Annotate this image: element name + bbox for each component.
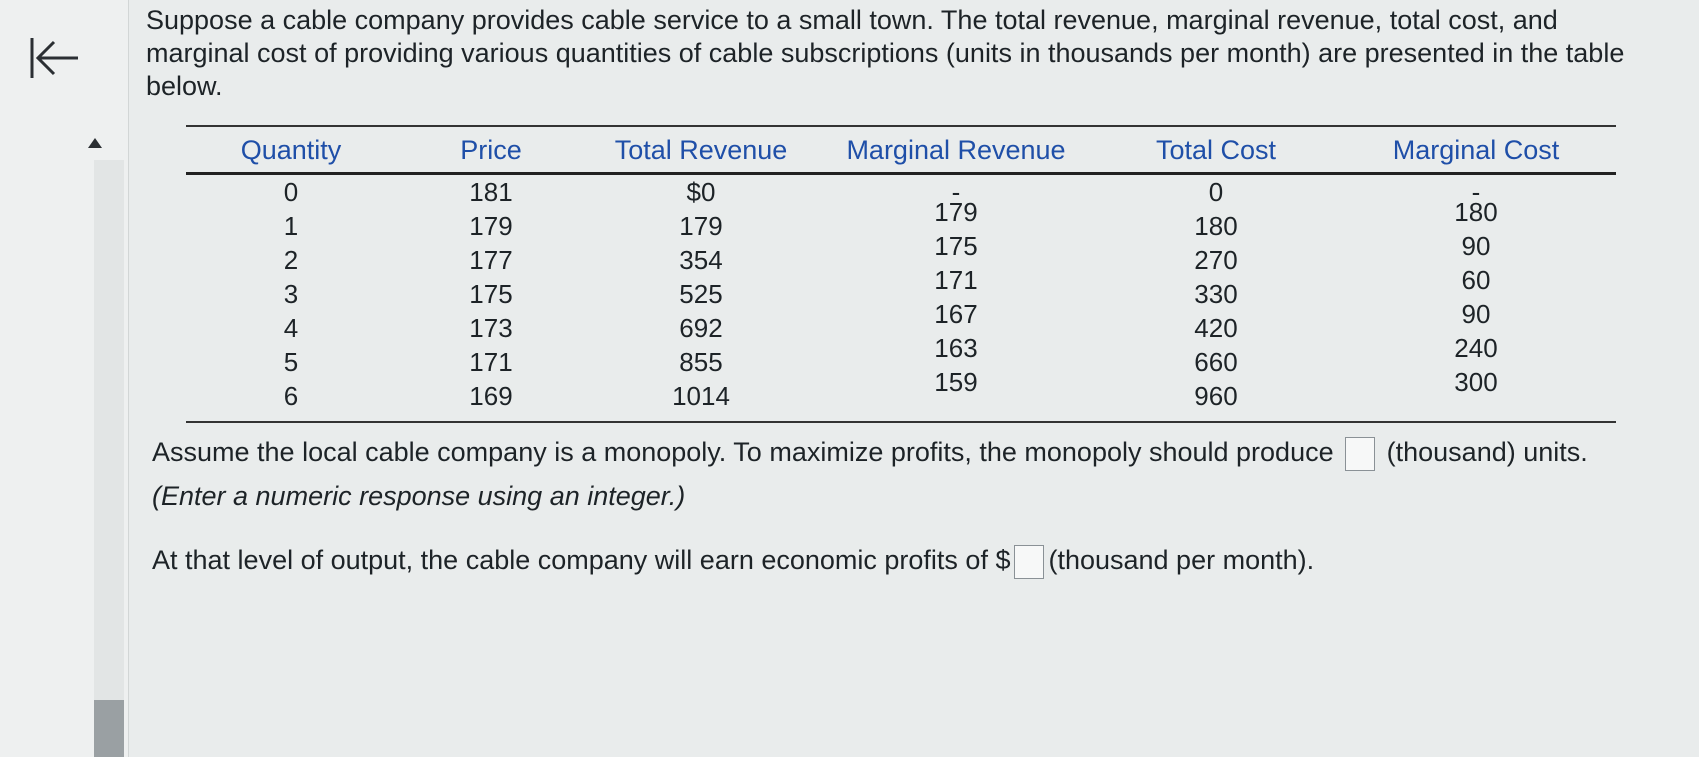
data-table: Quantity Price Total Revenue Marginal Re… <box>186 125 1616 423</box>
cell-total-cost: 960 <box>1096 379 1336 423</box>
triangle-up-icon[interactable] <box>87 137 103 149</box>
cell-marginal-revenue: 179 <box>934 196 978 227</box>
left-rail <box>0 0 129 757</box>
cell-marginal-cost: 90 <box>1461 230 1491 261</box>
cell-price: 169 <box>396 379 586 423</box>
table-row: 2 177 354 175 270 90 <box>186 230 1616 277</box>
header-price: Price <box>460 135 522 165</box>
cell-quantity: 6 <box>186 379 396 423</box>
cell-marginal-cost: 240 <box>1454 332 1498 363</box>
cell-marginal-revenue: 163 <box>934 332 978 363</box>
cell-price: 175 <box>469 278 513 309</box>
cell-price: 173 <box>469 312 513 343</box>
cell-total-cost: 270 <box>1194 244 1238 275</box>
cell-marginal-revenue: 175 <box>934 230 978 261</box>
cell-total-revenue: $0 <box>686 176 716 207</box>
cell-price: 171 <box>469 346 513 377</box>
header-quantity: Quantity <box>240 135 342 165</box>
cell-total-cost: 660 <box>1194 346 1238 377</box>
cell-quantity: 1 <box>283 210 299 241</box>
question-profit-text: At that level of output, the cable compa… <box>152 545 1011 575</box>
cell-quantity: 3 <box>283 278 299 309</box>
cell-marginal-revenue: 171 <box>934 264 978 295</box>
cell-quantity: 5 <box>283 346 299 377</box>
table-row: 6 169 1014 159 960 300 <box>186 367 1616 423</box>
intro-text: Suppose a cable company provides cable s… <box>146 5 1625 101</box>
back-to-start-icon[interactable] <box>26 30 82 86</box>
header-marginal-cost: Marginal Cost <box>1392 135 1560 165</box>
quantity-answer-input[interactable] <box>1345 436 1376 471</box>
cell-total-cost: 0 <box>1208 176 1224 207</box>
cell-price: 181 <box>469 176 513 207</box>
header-total-revenue: Total Revenue <box>614 135 788 165</box>
cell-total-revenue: 855 <box>679 346 723 377</box>
question-quantity-unit: (thousand) units. <box>1386 437 1588 467</box>
table-row: 3 175 525 171 330 60 <box>186 264 1616 311</box>
profit-answer-input[interactable] <box>1014 544 1045 579</box>
cell-quantity: 4 <box>283 312 299 343</box>
table-row: 4 173 692 167 420 90 <box>186 298 1616 345</box>
cell-total-revenue: 525 <box>679 278 723 309</box>
question-profit: At that level of output, the cable compa… <box>152 538 1642 582</box>
header-marginal-revenue: Marginal Revenue <box>846 135 1066 165</box>
header-total-cost: Total Cost <box>1155 135 1277 165</box>
cell-marginal-cost: 90 <box>1461 298 1491 329</box>
table-header-row: Quantity Price Total Revenue Marginal Re… <box>186 126 1616 174</box>
cell-total-revenue: 1014 <box>586 379 816 423</box>
cell-marginal-cost: - <box>1471 176 1481 207</box>
table-row: 1 179 179 179 180 180 <box>186 196 1616 243</box>
cell-price: 177 <box>469 244 513 275</box>
cell-total-cost: 180 <box>1194 210 1238 241</box>
cell-marginal-revenue: 167 <box>934 298 978 329</box>
cell-quantity: 2 <box>283 244 299 275</box>
table-row: 0 181 $0 - 0 - <box>186 174 1616 210</box>
cell-price: 179 <box>469 210 513 241</box>
cell-marginal-revenue: - <box>951 176 961 207</box>
cell-marginal-cost: 300 <box>1336 367 1616 423</box>
question-quantity-text: Assume the local cable company is a mono… <box>152 437 1334 467</box>
table-row: 5 171 855 163 660 240 <box>186 332 1616 379</box>
cell-total-revenue: 692 <box>679 312 723 343</box>
cell-total-revenue: 354 <box>679 244 723 275</box>
cell-total-revenue: 179 <box>679 210 723 241</box>
scrollbar-track[interactable] <box>94 160 124 757</box>
cell-marginal-cost: 60 <box>1461 264 1491 295</box>
question-content: Suppose a cable company provides cable s… <box>146 0 1686 757</box>
question-quantity-hint: (Enter a numeric response using an integ… <box>152 481 686 511</box>
cell-quantity: 0 <box>283 176 299 207</box>
cell-marginal-revenue: 159 <box>816 367 1096 423</box>
question-quantity: Assume the local cable company is a mono… <box>152 430 1642 518</box>
cell-total-cost: 420 <box>1194 312 1238 343</box>
question-profit-unit: (thousand per month). <box>1048 545 1315 575</box>
cell-total-cost: 330 <box>1194 278 1238 309</box>
cell-marginal-cost: 180 <box>1454 196 1498 227</box>
scrollbar-thumb[interactable] <box>94 700 124 757</box>
